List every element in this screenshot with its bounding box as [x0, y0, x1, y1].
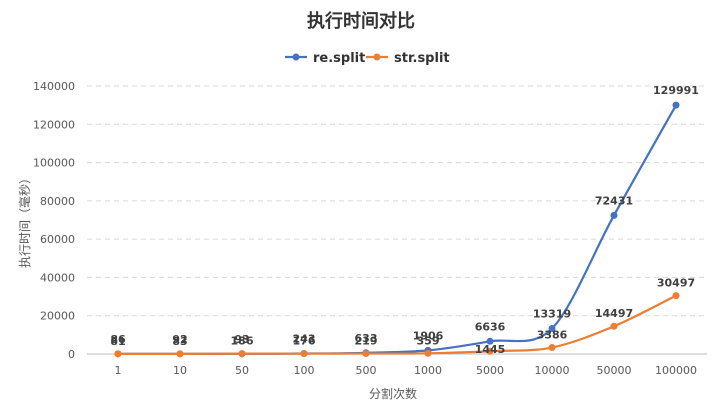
data-label-str-split: 81 [110, 335, 125, 348]
x-tick-label: 10000 [535, 364, 570, 377]
legend: re.split str.split [285, 51, 450, 66]
y-tick-label: 20000 [40, 310, 75, 323]
x-tick-label: 1 [115, 364, 122, 377]
data-point-str-split[interactable] [114, 350, 122, 358]
y-axis-title: 执行时间（毫秒） [17, 172, 32, 268]
data-label-str-split: 14497 [595, 307, 633, 320]
data-point-str-split[interactable] [238, 350, 246, 358]
y-tick-label: 40000 [40, 271, 75, 284]
data-label-re-split: 13319 [533, 308, 571, 321]
x-tick-label: 50 [235, 364, 249, 377]
chart-title: 执行时间对比 [307, 10, 415, 32]
data-label-re-split: 633 [355, 332, 378, 345]
data-label-re-split: 93 [234, 333, 249, 346]
data-point-re-split[interactable] [548, 325, 556, 333]
data-label-str-split: 3386 [537, 329, 568, 342]
data-labels: 86 92 93 243 633 1906 6636 13319 72431 129991 81 83… [110, 84, 699, 356]
legend-item-re-split[interactable]: re.split [285, 51, 365, 66]
data-label-re-split: 1906 [413, 329, 444, 342]
data-point-str-split[interactable] [362, 350, 370, 358]
x-tick-label: 500 [356, 364, 377, 377]
x-tick-label: 10 [173, 364, 187, 377]
y-tick-label: 140000 [33, 80, 75, 93]
data-label-re-split: 6636 [475, 320, 506, 333]
y-axis-ticks: 0 20000 40000 60000 80000 100000 120000 140000 [33, 80, 75, 361]
data-point-str-split[interactable] [548, 344, 556, 352]
x-tick-label: 50000 [597, 364, 632, 377]
data-label-str-split: 186 [231, 335, 254, 348]
data-point-str-split[interactable] [610, 322, 618, 330]
series-line-str-split [117, 294, 677, 355]
x-axis-title: 分割次数 [369, 386, 417, 401]
x-tick-label: 5000 [476, 364, 504, 377]
x-tick-label: 1000 [414, 364, 442, 377]
gridlines [87, 85, 707, 317]
data-label-re-split: 92 [172, 333, 187, 346]
y-tick-label: 100000 [33, 157, 75, 170]
data-point-str-split[interactable] [176, 350, 184, 358]
legend-label-str-split: str.split [394, 51, 450, 66]
data-point-str-split[interactable] [486, 347, 494, 355]
data-label-str-split: 176 [293, 335, 316, 348]
x-axis-ticks: 1 10 50 100 500 1000 5000 10000 50000 100000 [115, 364, 698, 377]
legend-label-re-split: re.split [313, 51, 365, 66]
data-label-str-split: 83 [172, 335, 187, 348]
legend-marker-re-split [292, 53, 300, 61]
y-tick-label: 120000 [33, 118, 75, 131]
data-label-re-split: 243 [293, 333, 316, 346]
data-label-str-split: 1445 [475, 343, 506, 356]
x-tick-label: 100 [294, 364, 315, 377]
data-point-str-split[interactable] [672, 292, 680, 300]
data-label-re-split: 72431 [595, 194, 633, 207]
y-tick-label: 80000 [40, 195, 75, 208]
data-label-str-split: 219 [355, 335, 378, 348]
data-label-re-split: 129991 [653, 84, 699, 97]
data-label-re-split: 86 [110, 333, 126, 346]
data-point-str-split[interactable] [424, 349, 432, 357]
data-label-str-split: 359 [417, 334, 440, 347]
data-point-re-split[interactable] [610, 211, 618, 219]
series-line-re-split [117, 104, 677, 355]
x-tick-label: 100000 [655, 364, 697, 377]
data-point-re-split[interactable] [672, 101, 680, 109]
legend-marker-str-split [373, 53, 381, 61]
legend-item-str-split[interactable]: str.split [366, 51, 450, 66]
series-layer [114, 101, 680, 358]
y-tick-label: 0 [68, 348, 75, 361]
data-point-str-split[interactable] [300, 350, 308, 358]
y-tick-label: 60000 [40, 233, 75, 246]
data-point-re-split[interactable] [486, 337, 494, 345]
data-label-str-split: 30497 [657, 277, 695, 290]
